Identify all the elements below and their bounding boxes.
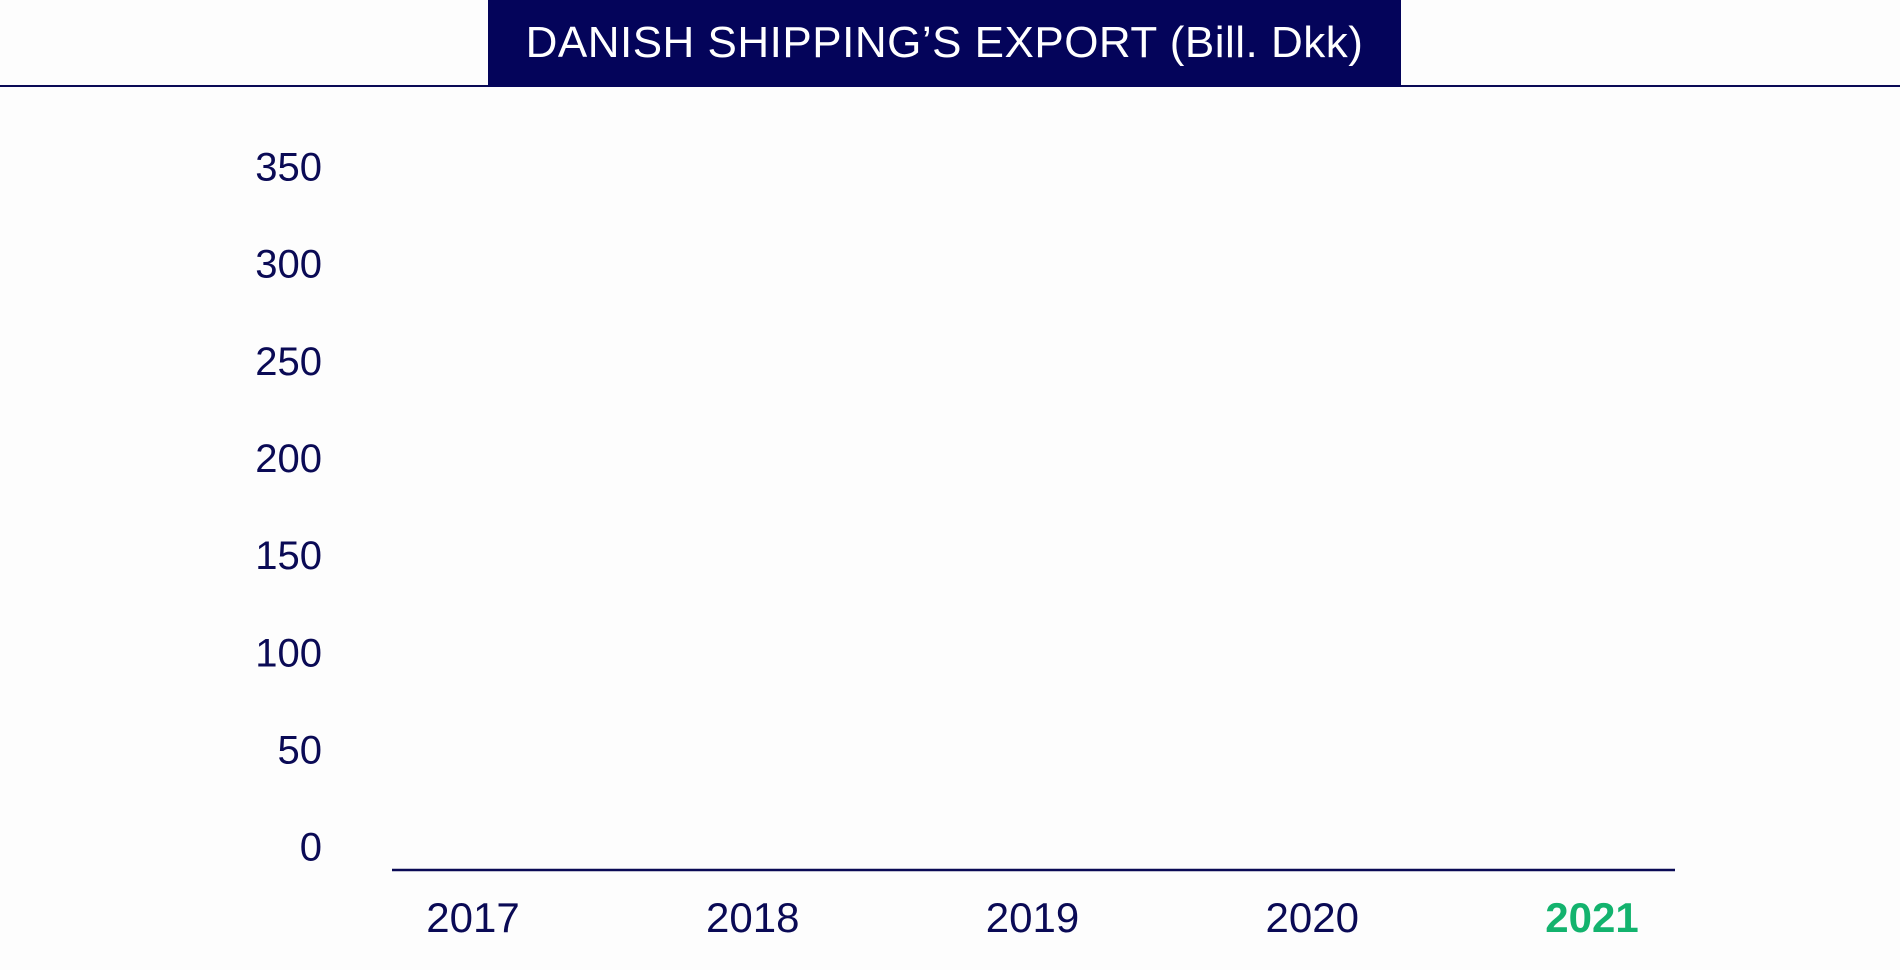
y-tick-label: 250 xyxy=(255,340,322,384)
y-tick-label: 300 xyxy=(255,243,322,287)
y-tick-label: 100 xyxy=(255,631,322,675)
chart-title-box: DANISH SHIPPING’S EXPORT (Bill. Dkk) xyxy=(488,0,1401,87)
x-category-label: 2018 xyxy=(706,894,799,941)
y-tick-label: 50 xyxy=(278,728,323,772)
y-tick-label: 350 xyxy=(255,146,322,190)
x-category-label: 2021 xyxy=(1545,894,1638,941)
x-category-label: 2020 xyxy=(1266,894,1359,941)
x-category-label: 2019 xyxy=(986,894,1079,941)
y-tick-label: 200 xyxy=(255,437,322,481)
x-category-label: 2017 xyxy=(426,894,519,941)
y-tick-label: 0 xyxy=(300,826,322,870)
chart-title: DANISH SHIPPING’S EXPORT (Bill. Dkk) xyxy=(525,17,1364,67)
y-tick-label: 150 xyxy=(255,534,322,578)
